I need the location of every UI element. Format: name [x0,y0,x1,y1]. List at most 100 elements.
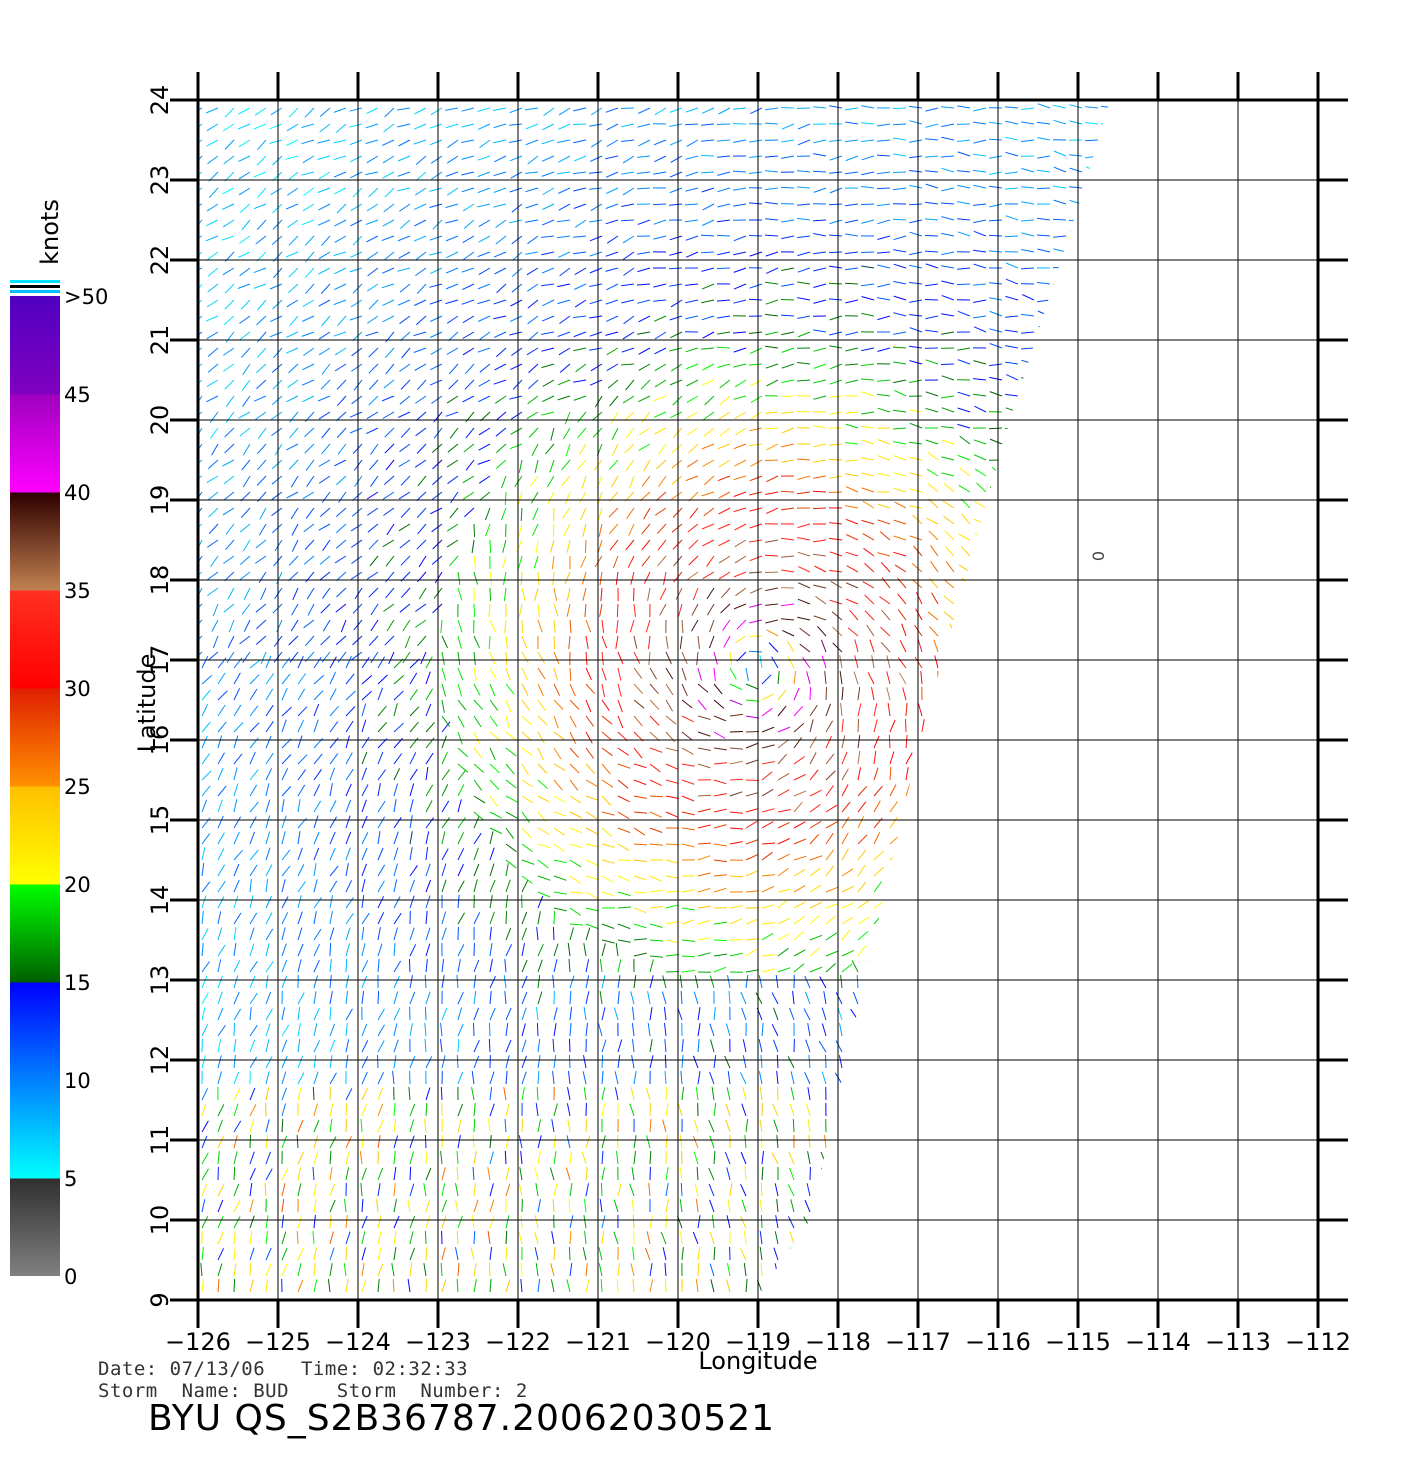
wind-vector [771,1024,779,1037]
wind-vector [749,283,763,289]
wind-vector [665,1167,669,1181]
wind-vector [313,815,319,829]
wind-vector [685,347,699,353]
wind-vector [665,904,679,909]
wind-vector [329,688,337,701]
wind-vector [1052,218,1067,221]
wind-vector [1037,310,1051,317]
wind-vector [222,459,235,467]
wind-vector [527,331,539,341]
wind-vector [335,539,347,549]
wind-vector [521,1023,526,1037]
wind-vector [553,667,559,681]
wind-vector [988,250,1003,253]
wind-vector [505,879,511,893]
wind-vector [409,1055,416,1069]
wind-vector [542,187,555,195]
wind-vector [630,1263,635,1277]
wind-vector [563,523,571,536]
wind-vector [198,251,203,262]
wind-vector [1127,1119,1130,1132]
wind-vector [440,1262,443,1277]
wind-vector [345,720,354,733]
wind-vector [1036,426,1051,429]
wind-vector [948,1055,955,1069]
wind-vector [729,683,743,690]
wind-vector [904,1151,907,1165]
wind-vector [610,475,619,488]
wind-vector [1120,692,1131,700]
wind-vector [217,672,226,685]
wind-vector [297,735,303,749]
wind-vector [461,171,475,176]
wind-vector [886,687,891,701]
wind-vector [281,912,289,925]
wind-vector [329,1119,333,1133]
wind-vector [926,517,939,525]
wind-vector [338,491,347,503]
wind-vector [713,667,716,681]
wind-vector [495,219,507,229]
wind-vector [625,539,635,551]
wind-vector [745,969,759,973]
wind-vector [825,821,838,829]
wind-vector [735,587,747,597]
wind-vector [781,443,795,448]
wind-vector [926,468,939,477]
wind-vector [233,783,239,797]
wind-vector [613,1231,619,1245]
wind-vector [599,991,603,1005]
wind-vector [446,347,459,355]
wind-vector [1120,772,1130,780]
wind-vector [749,347,763,354]
wind-vector [239,267,251,277]
wind-vector [525,123,539,130]
wind-vector [589,299,603,305]
wind-vector [1060,623,1067,637]
wind-vector [416,379,427,391]
wind-vector [1017,735,1021,749]
wind-vector [233,927,237,941]
wind-vector [804,1199,811,1213]
wind-vector [909,299,923,303]
wind-vector [345,1215,348,1229]
wind-vector [509,219,523,224]
wind-vector [255,635,267,645]
wind-vector [626,507,635,519]
wind-vector [441,1007,448,1021]
wind-vector [1070,565,1083,573]
wind-vector [583,1055,587,1069]
wind-vector [601,811,615,816]
wind-vector [345,1102,348,1117]
wind-vector [211,619,219,632]
wind-vector [1101,169,1110,173]
wind-vector [1039,915,1051,925]
wind-vector [821,1263,827,1277]
wind-vector [242,443,251,456]
wind-vector [457,747,469,758]
wind-vector [276,619,283,633]
wind-vector [242,475,251,488]
wind-vector [368,379,379,390]
wind-vector [568,1246,571,1261]
wind-vector [825,963,837,973]
colorbar-label: 0 [64,1265,77,1289]
wind-vector [764,234,779,237]
wind-vector [297,992,305,1005]
wind-vector [1036,346,1051,349]
wind-vector [860,203,875,205]
wind-vector [861,296,875,301]
wind-vector [432,219,443,230]
wind-vector [665,1278,667,1293]
wind-vector [1085,346,1099,349]
wind-vector [510,171,523,179]
wind-vector [585,1023,588,1037]
wind-vector [1085,246,1099,253]
wind-vector [361,703,367,717]
wind-vector [638,443,651,451]
wind-vector [477,187,491,194]
wind-vector [1120,884,1131,892]
wind-vector [224,379,235,390]
wind-vector [569,715,577,728]
wind-vector [937,847,942,861]
